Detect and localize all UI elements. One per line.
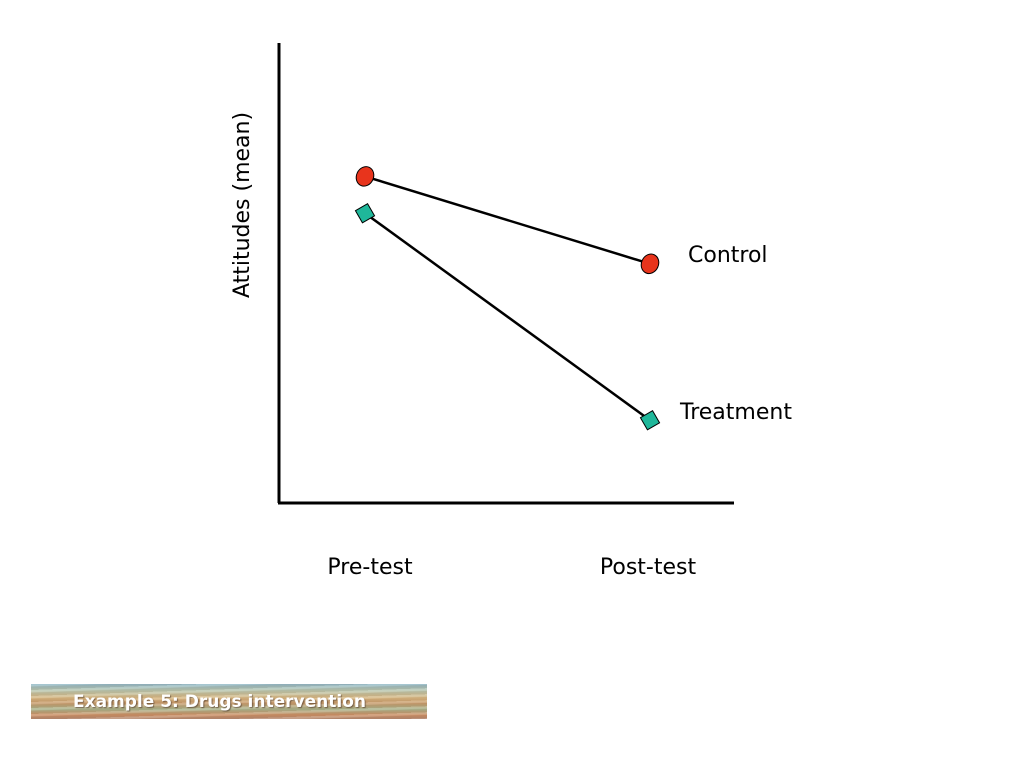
y-axis-label: Attitudes (mean) [230, 112, 255, 298]
data-point-treatment-0 [354, 202, 376, 224]
data-point-control-0 [355, 166, 375, 187]
data-point-treatment-1 [639, 409, 661, 431]
series-label-treatment: Treatment [679, 400, 792, 425]
series-line-control [364, 175, 651, 265]
footer-banner-label: Example 5: Drugs intervention [73, 692, 366, 712]
x-tick-label-pretest: Pre-test [327, 555, 413, 580]
x-tick-label-posttest: Post-test [600, 555, 697, 580]
footer-banner: Example 5: Drugs intervention [31, 684, 427, 719]
series-line-treatment [364, 212, 651, 422]
data-point-control-1 [640, 253, 660, 275]
series-label-control: Control [688, 243, 768, 268]
